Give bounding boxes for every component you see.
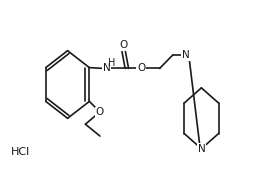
Text: N: N — [182, 50, 190, 60]
Text: N: N — [197, 144, 205, 154]
Text: O: O — [119, 40, 127, 50]
Text: H: H — [108, 58, 115, 68]
Text: N: N — [103, 63, 111, 74]
Text: O: O — [96, 107, 104, 117]
Text: HCl: HCl — [11, 147, 30, 157]
Text: O: O — [137, 63, 145, 74]
